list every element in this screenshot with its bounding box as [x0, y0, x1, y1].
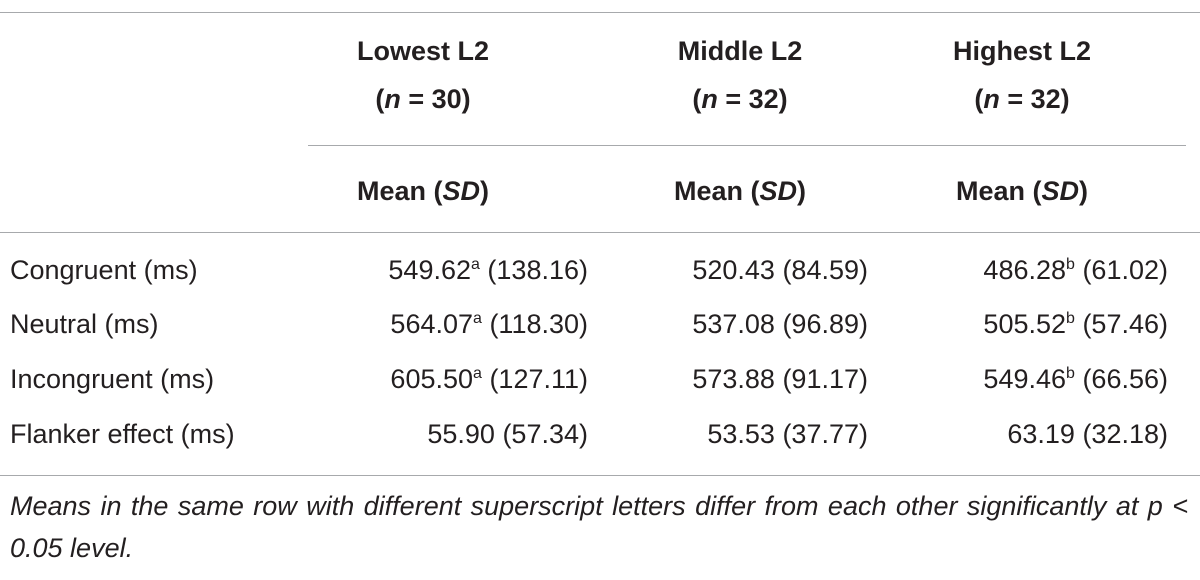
cell: 55.90 (57.34)	[288, 419, 588, 450]
cell-superscript: b	[1066, 310, 1075, 327]
bottom-rule	[0, 475, 1200, 476]
cell: 549.46b (66.56)	[868, 364, 1168, 395]
cell: 63.19 (32.18)	[868, 419, 1168, 450]
cell: 520.43 (84.59)	[568, 255, 868, 286]
top-rule	[0, 12, 1200, 13]
group-name: Lowest L2	[356, 36, 490, 66]
stat-header-part: Mean (	[955, 176, 1042, 206]
header-rule	[0, 232, 1200, 233]
cell-mean: 605.50	[390, 364, 474, 394]
cell-superscript: b	[1066, 256, 1075, 273]
cell-mean: 520.43	[692, 255, 775, 285]
stat-header-part: )	[797, 176, 807, 206]
stat-header-part: Mean (	[356, 176, 443, 206]
stat-header-part: SD	[442, 176, 481, 206]
cell: 486.28b (61.02)	[868, 255, 1168, 286]
cell: 505.52b (57.46)	[868, 309, 1168, 340]
group-n-part: = 32)	[717, 84, 788, 114]
stat-header-part: SD	[1041, 176, 1080, 206]
cell-superscript: a	[471, 256, 480, 273]
cell-sd: (37.77)	[782, 419, 868, 449]
cell-sd: (118.30)	[489, 309, 588, 339]
stat-header-part: SD	[759, 176, 798, 206]
stat-header: Mean (SD)	[590, 176, 890, 207]
row-label: Congruent (ms)	[10, 255, 198, 285]
cell-mean: 549.62	[388, 255, 471, 285]
group-n-part: (	[974, 84, 984, 114]
cell-sd: (66.56)	[1082, 364, 1168, 394]
cell-mean: 537.08	[692, 309, 775, 339]
cell-superscript: a	[473, 365, 482, 382]
cell-sd: (127.11)	[489, 364, 588, 394]
stat-header: Mean (SD)	[872, 176, 1172, 207]
group-n-part: = 30)	[400, 84, 471, 114]
cell: 549.62a (138.16)	[288, 255, 588, 286]
group-n-part: n	[384, 84, 401, 114]
group-n-part: (	[375, 84, 385, 114]
cell-sd: (32.18)	[1082, 419, 1168, 449]
group-n-part: n	[701, 84, 718, 114]
stat-header-part: Mean (	[673, 176, 760, 206]
stat-header-part: )	[480, 176, 490, 206]
cell: 53.53 (37.77)	[568, 419, 868, 450]
group-n: (n = 30)	[273, 84, 573, 115]
group-n: (n = 32)	[590, 84, 890, 115]
cell-sd: (96.89)	[782, 309, 868, 339]
cell-mean: 486.28	[983, 255, 1067, 285]
cell-mean: 505.52	[983, 309, 1067, 339]
stat-header: Mean (SD)	[273, 176, 573, 207]
group-name: Highest L2	[952, 36, 1092, 66]
cell-mean: 63.19	[1007, 419, 1075, 449]
group-rule	[308, 145, 1186, 146]
cell-sd: (91.17)	[782, 364, 868, 394]
cell-mean: 564.07	[390, 309, 474, 339]
cell-sd: (84.59)	[782, 255, 868, 285]
cell: 537.08 (96.89)	[568, 309, 868, 340]
row-label: Neutral (ms)	[10, 309, 159, 339]
row-label: Incongruent (ms)	[10, 364, 215, 394]
group-name: Middle L2	[677, 36, 803, 66]
group-n-part: (	[692, 84, 702, 114]
group-n-part: n	[983, 84, 1000, 114]
cell-mean: 55.90	[427, 419, 495, 449]
cell-sd: (138.16)	[487, 255, 588, 285]
cell-superscript: a	[473, 310, 482, 327]
cell: 564.07a (118.30)	[288, 309, 588, 340]
cell-mean: 573.88	[692, 364, 775, 394]
cell-mean: 549.46	[983, 364, 1067, 394]
row-label: Flanker effect (ms)	[10, 419, 235, 449]
cell-sd: (61.02)	[1082, 255, 1168, 285]
cell: 573.88 (91.17)	[568, 364, 868, 395]
stat-header-part: )	[1079, 176, 1089, 206]
group-n-part: = 32)	[999, 84, 1070, 114]
cell-superscript: b	[1066, 365, 1075, 382]
cell-sd: (57.34)	[502, 419, 588, 449]
cell-sd: (57.46)	[1082, 309, 1168, 339]
cell-mean: 53.53	[707, 419, 775, 449]
cell: 605.50a (127.11)	[288, 364, 588, 395]
group-n: (n = 32)	[872, 84, 1172, 115]
table-note: Means in the same row with different sup…	[10, 491, 1188, 563]
